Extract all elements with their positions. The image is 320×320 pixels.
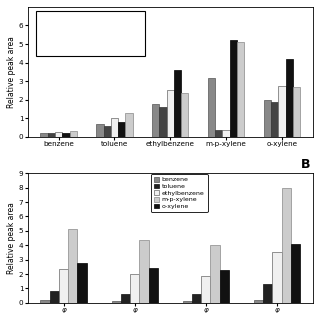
Bar [96, 124, 104, 137]
Y-axis label: Relative peak area: Relative peak area [7, 202, 16, 274]
Bar [152, 104, 159, 137]
Bar [148, 268, 158, 303]
Bar [263, 284, 272, 303]
Bar [215, 130, 222, 137]
Bar [282, 188, 291, 303]
Bar [192, 294, 201, 303]
Bar [181, 93, 188, 137]
Bar [201, 276, 211, 303]
Bar [237, 42, 244, 137]
Bar [293, 87, 300, 137]
Bar [55, 132, 62, 137]
Bar [41, 300, 50, 303]
Bar [285, 59, 293, 137]
Bar [139, 240, 148, 303]
Bar [211, 244, 220, 303]
Bar [125, 113, 132, 137]
Bar [104, 125, 111, 137]
Bar [112, 301, 121, 303]
FancyBboxPatch shape [36, 11, 145, 56]
Bar [167, 90, 174, 137]
Bar [69, 131, 77, 137]
Bar [174, 70, 181, 137]
Bar [222, 130, 230, 137]
Bar [130, 274, 139, 303]
Bar [77, 262, 87, 303]
Bar [271, 102, 278, 137]
Bar [278, 86, 285, 137]
Bar [48, 133, 55, 137]
Bar [62, 133, 69, 137]
Bar [208, 78, 215, 137]
Bar [68, 229, 77, 303]
Bar [264, 100, 271, 137]
Bar [50, 291, 59, 303]
Bar [118, 122, 125, 137]
Legend: benzene, toluene, ethylbenzene, m-p-xylene, o-xylene: benzene, toluene, ethylbenzene, m-p-xyle… [151, 174, 208, 212]
Bar [59, 269, 68, 303]
Bar [220, 270, 229, 303]
Bar [183, 301, 192, 303]
Bar [41, 133, 48, 137]
Bar [291, 244, 300, 303]
Y-axis label: Relative peak area: Relative peak area [7, 36, 16, 108]
Bar [121, 293, 130, 303]
Bar [230, 40, 237, 137]
Bar [111, 118, 118, 137]
Bar [159, 107, 167, 137]
Bar [272, 252, 282, 303]
Bar [254, 300, 263, 303]
Text: B: B [301, 157, 310, 171]
